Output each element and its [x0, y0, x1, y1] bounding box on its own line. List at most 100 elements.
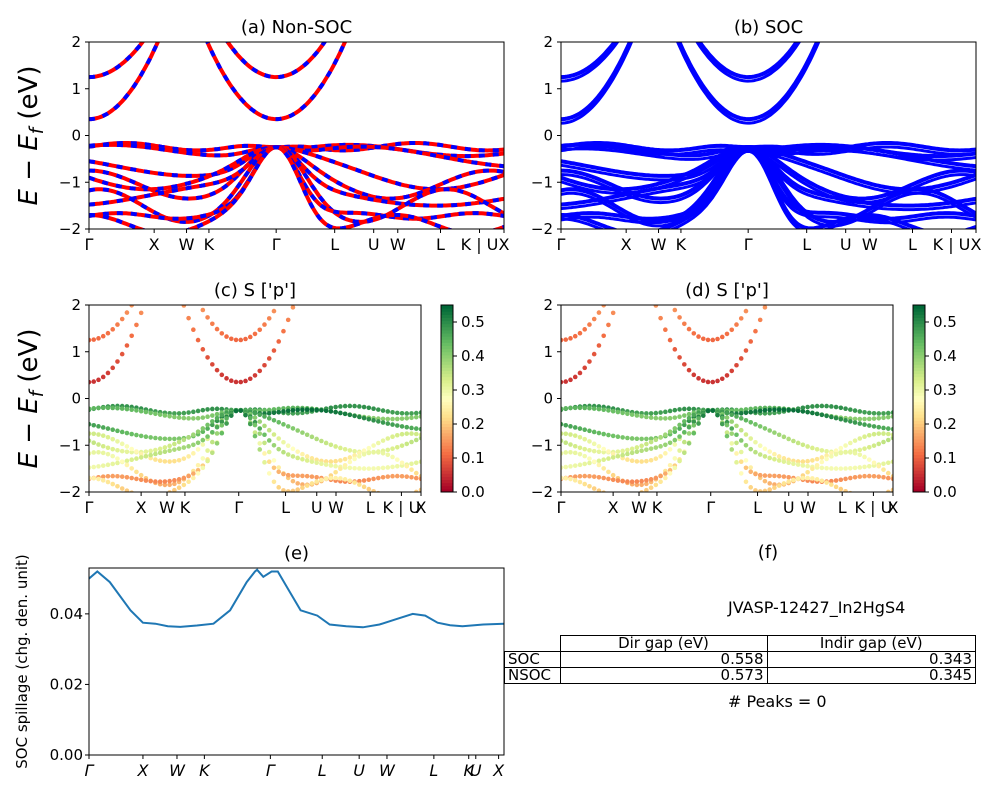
band-point — [138, 472, 144, 478]
colorbar-cell — [913, 451, 925, 456]
band-point — [582, 427, 588, 433]
band-point — [634, 449, 640, 455]
band-point — [266, 459, 272, 465]
band-point — [686, 441, 692, 446]
band-point — [767, 449, 772, 454]
band-point — [418, 487, 421, 492]
band-point — [644, 436, 649, 442]
band-point — [786, 479, 791, 484]
band-point — [205, 407, 210, 412]
band-point — [719, 415, 725, 421]
band-point — [167, 448, 172, 453]
band-point — [881, 467, 886, 472]
band-point — [677, 426, 682, 431]
band-point — [342, 447, 348, 452]
y-tick-label: 1 — [543, 343, 553, 361]
x-tick-label: X — [492, 761, 505, 780]
band-point — [252, 410, 258, 416]
band-point — [738, 459, 744, 465]
band-point — [224, 416, 229, 421]
band-point — [304, 458, 310, 463]
x-tick-label: L — [366, 498, 375, 517]
band-point — [648, 485, 654, 491]
band-point — [385, 421, 391, 426]
band-point — [748, 409, 754, 415]
colorbar-cell — [441, 329, 453, 334]
colorbar-cell — [441, 357, 453, 362]
band-point — [157, 436, 163, 441]
y-tick-label: −1 — [531, 436, 553, 454]
colorbar-tick-label: 0.3 — [461, 381, 485, 399]
band-line — [561, 145, 976, 224]
band-point — [342, 411, 348, 417]
band-point — [644, 478, 649, 483]
band-point — [338, 404, 343, 409]
band-point — [634, 479, 640, 484]
band-point — [757, 472, 763, 478]
band-point — [606, 408, 611, 413]
band-point — [776, 483, 782, 488]
band-point — [596, 406, 602, 412]
band-point — [271, 465, 277, 471]
band-point — [181, 482, 187, 488]
band-point — [848, 475, 853, 481]
band-point — [625, 457, 630, 462]
band-point — [143, 434, 149, 440]
band-point — [824, 465, 829, 471]
band-point — [409, 431, 414, 436]
band-point — [582, 481, 588, 487]
band-points — [561, 305, 893, 492]
band-point — [143, 449, 149, 454]
band-point — [596, 310, 602, 315]
band-point — [385, 409, 391, 414]
band-point — [347, 403, 353, 409]
band-point — [734, 440, 739, 446]
colorbar-cell — [913, 367, 925, 371]
band-point — [200, 415, 206, 420]
band-point — [376, 475, 381, 481]
band-point — [357, 404, 362, 409]
band-point — [729, 426, 735, 431]
band-point — [404, 411, 410, 416]
colorbar-cell — [913, 442, 925, 446]
x-tick-label: X — [416, 498, 427, 517]
colorbar-cell — [913, 351, 925, 356]
band-point — [890, 432, 893, 438]
x-tick-label: Γ — [234, 498, 243, 517]
colorbar-cell — [913, 457, 925, 462]
band-point — [228, 378, 234, 384]
colorbar-cell — [913, 448, 925, 452]
band-point — [176, 439, 182, 445]
band-lines — [89, 42, 504, 229]
band-point — [625, 479, 630, 484]
band-point — [724, 430, 730, 435]
band-point — [328, 459, 334, 464]
band-point — [568, 476, 573, 482]
band-point — [596, 430, 602, 436]
band-point — [743, 479, 749, 485]
band-point — [563, 475, 569, 481]
band-point — [866, 410, 872, 416]
band-point — [677, 414, 682, 420]
band-point — [394, 416, 400, 422]
band-point — [214, 411, 220, 417]
band-point — [866, 416, 872, 422]
band-point — [89, 421, 92, 427]
band-point — [881, 461, 886, 467]
colorbar-cell — [441, 454, 453, 459]
band-point — [115, 428, 120, 434]
band-point — [620, 448, 625, 454]
band-point — [366, 450, 372, 456]
band-point — [805, 463, 810, 469]
band-point — [705, 379, 711, 385]
band-point — [653, 410, 659, 416]
band-point — [724, 373, 730, 378]
colorbar-cell — [441, 367, 453, 371]
band-point — [89, 431, 92, 436]
band-point — [210, 406, 215, 412]
band-line-blue-dashed — [89, 145, 504, 221]
band-point — [667, 415, 673, 421]
band-point — [625, 447, 630, 453]
band-point — [271, 442, 277, 448]
